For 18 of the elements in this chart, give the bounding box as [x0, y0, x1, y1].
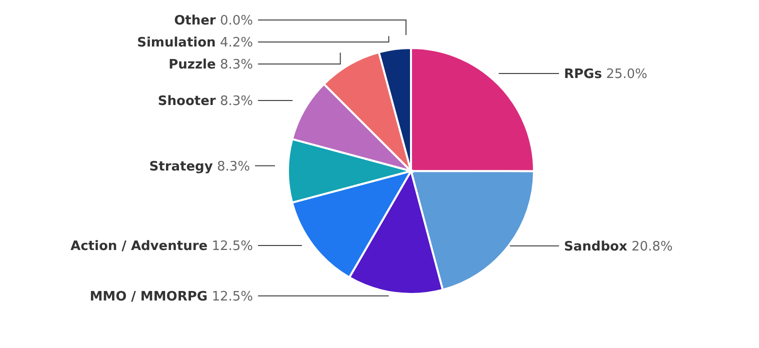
data-label: 12.5%: [208, 239, 253, 254]
text: 0.0%: [220, 14, 253, 29]
category-label: Other: [174, 14, 216, 29]
slice-label: Sandbox: [564, 239, 628, 254]
slice-label: Action / Adventure: [70, 239, 208, 254]
slice-label: MMO / MMORPG: [90, 289, 208, 304]
data-label: 25.0%: [602, 66, 648, 82]
data-label: 8.3%: [216, 58, 253, 73]
slice-label: Strategy: [149, 159, 214, 174]
slice-label: Simulation: [137, 36, 216, 51]
data-label: 8.3%: [216, 94, 253, 110]
slice-label: RPGs: [564, 66, 602, 82]
data-label: 4.2%: [216, 36, 253, 51]
data-label: 8.3%: [212, 159, 250, 174]
slice-label: Puzzle: [168, 58, 216, 73]
data-label: 12.5%: [208, 289, 253, 304]
slice-label: Shooter: [158, 94, 216, 110]
data-label: 20.8%: [627, 239, 673, 254]
